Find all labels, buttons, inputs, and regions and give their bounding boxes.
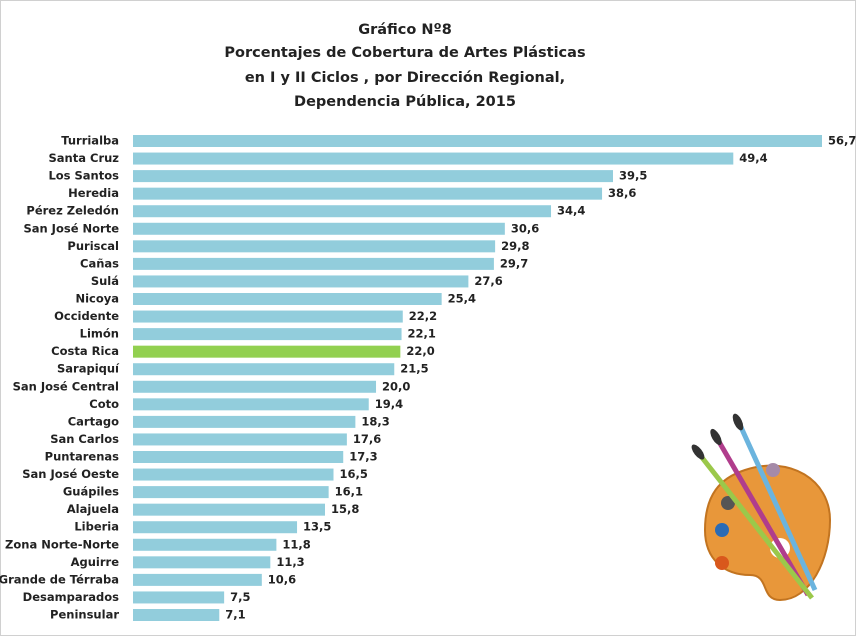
value-label: 29,7: [500, 256, 528, 270]
value-label: 22,0: [406, 344, 434, 358]
value-label: 7,1: [225, 608, 245, 622]
value-label: 17,3: [349, 450, 377, 464]
bar: [133, 609, 220, 621]
category-label: Aguirre: [71, 555, 120, 569]
bar: [133, 573, 262, 586]
bar: [133, 293, 442, 305]
bar: [133, 187, 603, 200]
category-label: Sarapiquí: [57, 362, 120, 376]
bar: [133, 503, 325, 516]
category-label: Puntarenas: [45, 450, 119, 464]
category-label: Guápiles: [63, 485, 119, 499]
bar: [133, 468, 334, 481]
category-label: Coto: [89, 397, 119, 411]
category-label: Costa Rica: [51, 344, 119, 358]
category-label: Occidente: [54, 309, 119, 323]
bar: [133, 415, 356, 428]
category-label: Sulá: [91, 274, 119, 288]
category-label: Zona Norte-Norte: [5, 537, 119, 551]
category-label: Grande de Térraba: [0, 572, 119, 586]
value-label: 27,6: [474, 274, 502, 288]
category-label: Desamparados: [23, 590, 119, 604]
category-label: Pérez Zeledón: [26, 204, 119, 218]
value-label: 10,6: [268, 572, 296, 586]
bar: [133, 328, 402, 341]
chart-title: Porcentajes de Cobertura de Artes Plásti…: [224, 45, 585, 61]
category-label: San Carlos: [50, 432, 119, 446]
bar: [133, 152, 734, 165]
value-label: 56,7: [828, 134, 856, 148]
bar: [133, 310, 403, 323]
category-label: Limón: [80, 327, 119, 341]
value-label: 11,3: [276, 555, 304, 569]
category-label: Cañas: [80, 256, 119, 270]
chart-title: Gráfico Nº8: [358, 22, 452, 38]
title-group: Gráfico Nº8 Porcentajes de Cobertura de A…: [224, 22, 585, 110]
category-label: Alajuela: [67, 502, 119, 516]
value-label: 16,5: [340, 467, 368, 481]
bar: [133, 170, 613, 183]
bar: [133, 345, 401, 358]
chart-title: en I y II Ciclos , por Dirección Regiona…: [245, 70, 565, 86]
category-label: San José Oeste: [22, 467, 119, 481]
chart-title: Dependencia Pública, 2015: [294, 94, 516, 110]
value-label: 49,4: [739, 151, 767, 165]
value-label: 20,0: [382, 379, 410, 393]
category-label: Nicoya: [75, 292, 119, 306]
category-label: San José Central: [13, 379, 119, 393]
category-label: Cartago: [68, 414, 119, 428]
value-label: 34,4: [557, 204, 585, 218]
value-label: 22,2: [409, 309, 437, 323]
category-label: Turrialba: [61, 134, 119, 148]
value-label: 13,5: [303, 520, 331, 534]
value-label: 22,1: [408, 327, 436, 341]
category-label: Puriscal: [67, 239, 119, 253]
category-label: Santa Cruz: [49, 151, 120, 165]
category-label: Peninsular: [50, 608, 119, 622]
value-label: 38,6: [608, 186, 636, 200]
value-label: 29,8: [501, 239, 529, 253]
value-label: 19,4: [375, 397, 403, 411]
value-label: 30,6: [511, 221, 539, 235]
bar: [133, 486, 329, 499]
palette-icon: [691, 413, 832, 602]
value-label: 39,5: [619, 169, 647, 183]
value-label: 25,4: [448, 292, 476, 306]
bar: [133, 521, 298, 534]
bar: [133, 451, 344, 463]
bar: [133, 205, 552, 218]
bar: [133, 398, 369, 411]
value-label: 16,1: [335, 485, 363, 499]
value-label: 7,5: [230, 590, 250, 604]
value-label: 17,6: [353, 432, 381, 446]
category-label: Liberia: [74, 520, 119, 534]
category-label: San José Norte: [23, 221, 119, 235]
bar: [133, 433, 347, 446]
bar: [133, 275, 469, 288]
bar: [133, 135, 822, 147]
bar: [133, 556, 271, 569]
bar: [133, 538, 277, 551]
bar: [133, 240, 496, 253]
bar: [133, 257, 494, 270]
bar: [133, 591, 225, 604]
category-label: Heredia: [68, 186, 119, 200]
bar: [133, 222, 505, 235]
value-label: 18,3: [361, 414, 389, 428]
bar: [133, 380, 377, 393]
bar: [133, 363, 395, 376]
value-label: 15,8: [331, 502, 359, 516]
value-label: 21,5: [400, 362, 428, 376]
category-label: Los Santos: [48, 169, 119, 183]
value-label: 11,8: [282, 537, 310, 551]
